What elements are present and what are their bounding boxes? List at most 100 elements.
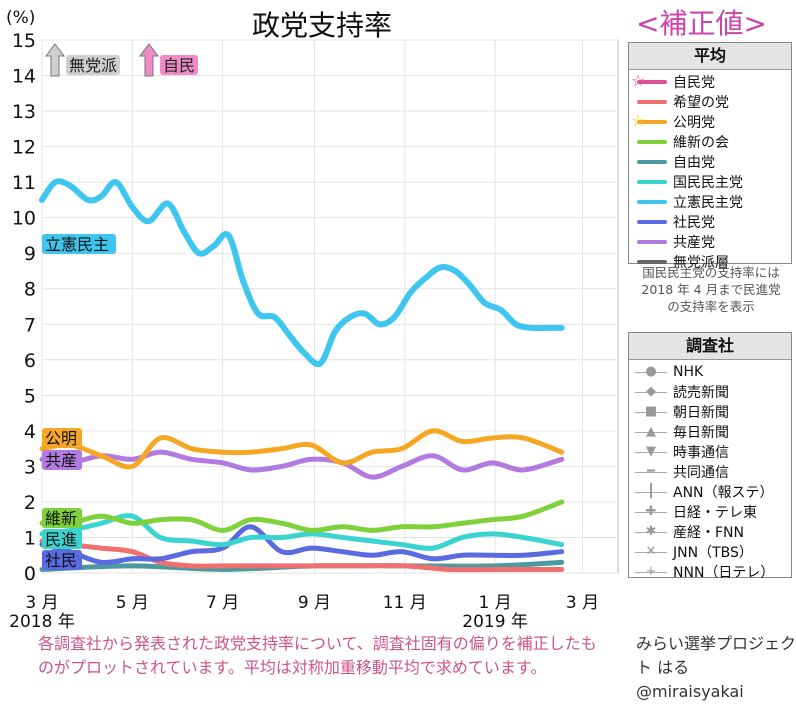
series-lines (39, 178, 565, 573)
series-label: 共産 (45, 451, 77, 470)
y-tick-label: 10 (12, 208, 36, 230)
chart-title: 政党支持率 (252, 9, 393, 42)
y-tick-label: 1 (24, 527, 36, 549)
arrow-label: 無党派 (69, 56, 117, 75)
series-label-bg (42, 508, 82, 528)
legend-label: NNN（日テレ） (673, 565, 775, 581)
legend-swatch (629, 152, 673, 172)
legend-pollster-header: 調査社 (629, 333, 791, 360)
series-label-bg (42, 529, 82, 549)
legend-swatch (629, 252, 673, 272)
legend-pollster-item: ▲ 毎日新聞 (629, 422, 791, 442)
x-tick-label: 11 月 (383, 593, 427, 613)
legend-label: 希望の党 (673, 95, 729, 111)
series-label: 民進 (45, 530, 77, 549)
legend-label: 時事通信 (673, 445, 729, 461)
offscale-indicators: 無党派 自民 (45, 43, 198, 77)
legend-swatch: ☆ (629, 71, 673, 92)
y-tick-label: 7 (24, 314, 36, 336)
y-tick-label: 6 (24, 350, 36, 372)
y-tick-label: 9 (24, 243, 36, 265)
plot-area (41, 39, 619, 574)
x-tick-year-label: 2019 年 (462, 612, 528, 632)
x-tick-label: 1 月 (478, 593, 511, 613)
legend-pollster-item: ✚ 日経・テレ東 (629, 502, 791, 522)
legend-swatch (629, 192, 673, 212)
pollster-marker-icon: ◆ (629, 382, 673, 402)
x-tick-label: 3 月 (566, 593, 599, 613)
legend-note: 国民民主党の支持率には 2018 年 4 月まで民進党の支持率を表示 (641, 265, 781, 314)
y-tick-label: 11 (12, 172, 36, 194)
legend-label: 維新の会 (673, 135, 729, 151)
pollster-marker-icon: ━ (629, 462, 673, 482)
series-line (39, 538, 565, 573)
legend-label: 毎日新聞 (673, 425, 729, 441)
y-tick-label: 2 (24, 492, 36, 514)
credit: みらい選挙プロジェクト はる @miraisyakai (636, 634, 796, 701)
legend-average-item: 希望の党 (629, 92, 791, 112)
y-tick-label: 5 (24, 385, 36, 407)
series-label: 維新 (45, 509, 77, 528)
legend-average: 平均 ☆ 自民党 希望の党 ☆ 公明党 維新の会 自由党 国民民主党 立憲民主党 社民党 共産党 無党… (628, 42, 792, 271)
legend-average-item: ☆ 自民党 (629, 71, 791, 92)
legend-label: ANN（報ステ） (673, 485, 774, 501)
legend-pollster-item: ● NHK (629, 362, 791, 382)
x-tick-label: 7 月 (206, 593, 239, 613)
legend-label: 共産党 (673, 235, 715, 251)
x-tick-year-label: 2018 年 (9, 612, 75, 632)
up-arrow-icon (139, 43, 159, 77)
y-tick-label: 3 (24, 456, 36, 478)
legend-pollster-item: ━ 共同通信 (629, 462, 791, 482)
legend-label: 社民党 (673, 215, 715, 231)
y-tick-label: 14 (12, 66, 36, 88)
legend-pollster-item: + NNN（日テレ） (629, 562, 791, 582)
legend-average-item: 立憲民主党 (629, 192, 791, 212)
legend-pollster-item: ✕ JNN（TBS） (629, 542, 791, 562)
legend-swatch (629, 172, 673, 192)
pollster-marker-icon: ▼ (629, 442, 673, 462)
pollster-marker-icon: ✚ (629, 502, 673, 522)
legend-label: 自由党 (673, 155, 715, 171)
legend-average-item: 国民民主党 (629, 172, 791, 192)
legend-pollster-item: ■ 朝日新聞 (629, 402, 791, 422)
pollster-marker-icon: + (629, 562, 673, 582)
legend-label: 無党派層 (673, 255, 729, 271)
series-label-bg (42, 428, 82, 448)
pollster-marker-icon: ┃ (629, 482, 673, 502)
legend-label: NHK (673, 364, 704, 380)
x-tick-label: 3 月 (25, 593, 58, 613)
legend-label: 読売新聞 (673, 385, 729, 401)
arrow-label: 自民 (163, 56, 195, 75)
legend-pollster-item: ┃ ANN（報ステ） (629, 482, 791, 502)
legend-label: 共同通信 (673, 465, 729, 481)
legend-average-item: 共産党 (629, 232, 791, 252)
x-tick-label: 5 月 (116, 593, 149, 613)
grid (41, 39, 619, 574)
series-label-bg (42, 234, 116, 254)
footnote: 各調査社から発表された政党支持率について、調査社固有の偏りを補正したものがプロッ… (38, 634, 597, 677)
legend-pollster-item: ✱ 産経・FNN (629, 522, 791, 542)
series-line (39, 449, 565, 480)
up-arrow-icon (45, 43, 65, 77)
series-label: 公明 (45, 429, 77, 448)
legend-average-item: 無党派層 (629, 252, 791, 272)
pollster-marker-icon: ▲ (629, 422, 673, 442)
legend-pollster: 調査社 ● NHK ◆ 読売新聞 ■ 朝日新聞 ▲ 毎日新聞 ▼ 時事通信 ━ 共同通信 ┃ ANN（報ス… (628, 332, 792, 581)
pollster-marker-icon: ✕ (629, 542, 673, 562)
y-tick-label: 13 (12, 101, 36, 123)
pollster-marker-icon: ● (629, 362, 673, 382)
legend-label: 公明党 (673, 115, 715, 131)
y-axis-unit: (%) (6, 8, 36, 28)
series-line (39, 428, 565, 470)
legend-label: 朝日新聞 (673, 405, 729, 421)
legend-label: 日経・テレ東 (673, 505, 757, 521)
series-line (39, 499, 565, 533)
legend-swatch (629, 232, 673, 252)
y-tick-label: 0 (24, 563, 36, 585)
series-label: 立憲民主 (45, 235, 109, 254)
star-icon: ☆ (631, 111, 646, 130)
legend-label: 国民民主党 (673, 175, 743, 191)
x-tick-label: 9 月 (298, 593, 331, 613)
legend-label: JNN（TBS） (673, 545, 753, 561)
